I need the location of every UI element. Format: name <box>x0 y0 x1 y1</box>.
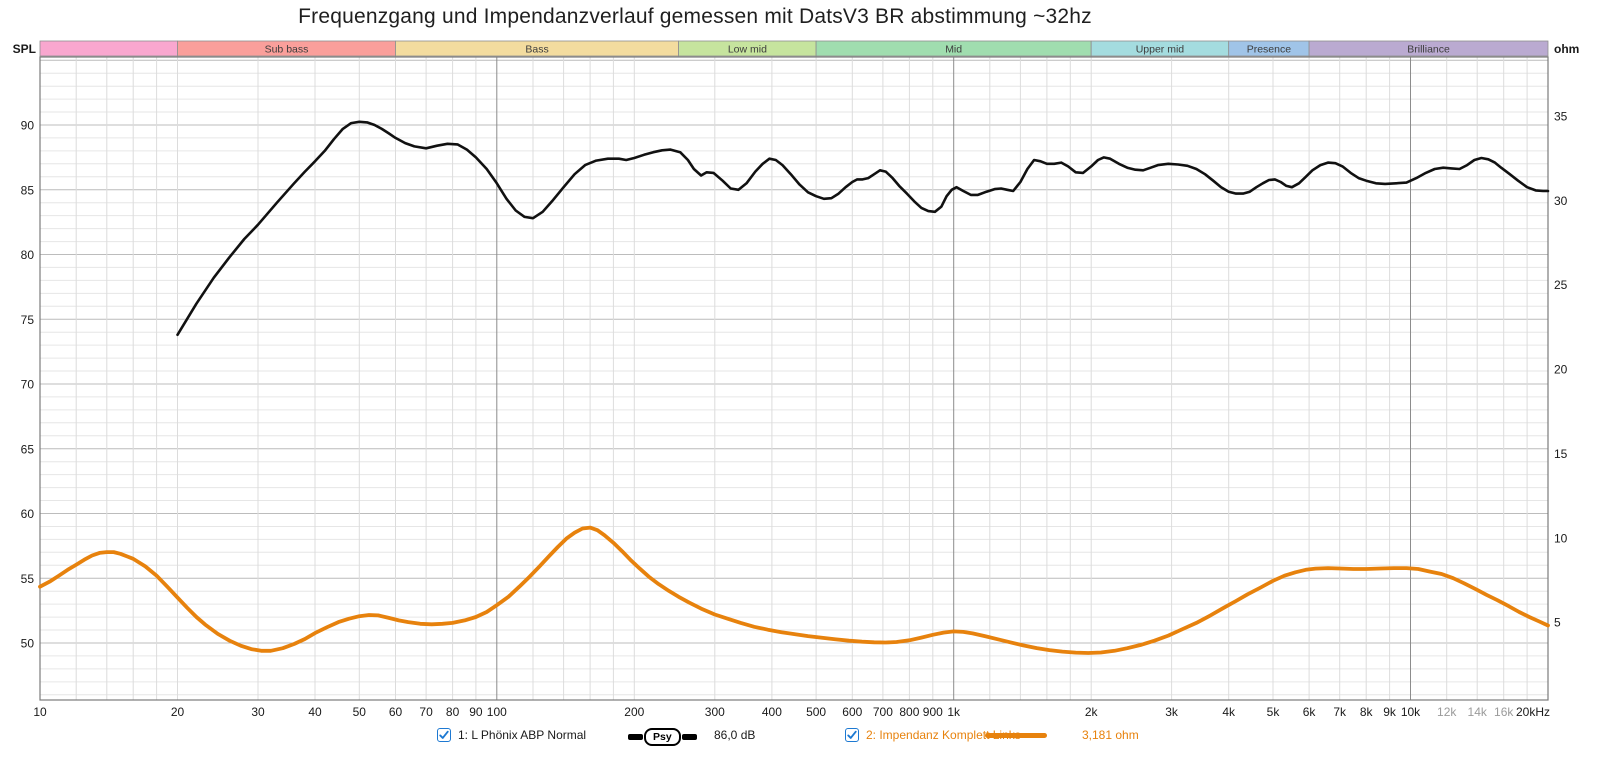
axis-labels: SPL ohm 90 85 80 75 70 65 60 55 50 35 30 25 20 15 10 5 10 2… <box>13 42 1580 719</box>
x-tick-label: 40 <box>308 705 322 719</box>
band-label: Presence <box>1247 44 1292 56</box>
y-right-tick-label: 25 <box>1554 278 1568 292</box>
x-tick-label: 10k <box>1401 705 1421 719</box>
trace2-value: 3,181 ohm <box>1082 728 1139 742</box>
y-right-tick-label: 35 <box>1554 110 1568 124</box>
psy-smoothing-marker: Psy <box>628 728 697 746</box>
frequency-bands: Sub bass Bass Low mid Mid Upper mid Presence B… <box>39 40 1549 57</box>
x-tick-label: 3k <box>1165 705 1179 719</box>
ohm-axis-label: ohm <box>1554 42 1579 56</box>
trace1-value: 86,0 dB <box>714 728 756 742</box>
band-label: Upper mid <box>1136 44 1185 56</box>
x-tick-label: 400 <box>762 705 782 719</box>
x-tick-label: 12k <box>1437 705 1457 719</box>
band-label: Bass <box>525 44 548 56</box>
y-left-tick-label: 65 <box>21 442 35 456</box>
x-tick-label: 50 <box>353 705 367 719</box>
x-tick-label: 600 <box>842 705 862 719</box>
trace2-label: 2: Impendanz Komplett Links <box>866 728 1021 742</box>
band-label: Sub bass <box>265 44 309 56</box>
y-left-tick-label: 75 <box>21 313 35 327</box>
y-left-tick-label: 85 <box>21 183 35 197</box>
y-right-tick-label: 15 <box>1554 447 1568 461</box>
x-tick-label: 7k <box>1333 705 1347 719</box>
impedance-curve <box>38 525 1550 655</box>
x-tick-label: 90 <box>469 705 483 719</box>
x-tick-label: 700 <box>873 705 893 719</box>
x-tick-label: 2k <box>1085 705 1099 719</box>
legend: 1: L Phönix ABP Normal Psy 86,0 dB 2: Im… <box>0 724 1600 754</box>
trace2-legend-item: 2: Impendanz Komplett Links <box>845 728 1021 742</box>
trace1-value-wrap: 86,0 dB <box>714 728 755 742</box>
trace2-line-swatch <box>985 733 1047 738</box>
band-label: Mid <box>945 44 962 56</box>
y-left-tick-label: 90 <box>21 119 35 133</box>
x-tick-label: 6k <box>1303 705 1317 719</box>
chart-title: Frequenzgang und Impendanzverlauf gemess… <box>298 5 1092 28</box>
x-tick-label: 80 <box>446 705 460 719</box>
x-tick-label: 16k <box>1494 705 1514 719</box>
x-tick-label: 14k <box>1468 705 1488 719</box>
trace2-checkbox[interactable] <box>845 728 859 742</box>
psy-line-left <box>628 734 643 740</box>
trace1-label: 1: L Phönix ABP Normal <box>458 728 587 742</box>
x-tick-label: 20kHz <box>1516 705 1550 719</box>
x-tick-label: 8k <box>1360 705 1374 719</box>
curves <box>38 120 1550 655</box>
y-left-tick-label: 70 <box>21 378 35 392</box>
band-segment <box>1308 40 1549 57</box>
trace1-checkbox[interactable] <box>437 728 451 742</box>
x-tick-label: 9k <box>1383 705 1397 719</box>
band-label: Low mid <box>728 44 767 56</box>
x-tick-label: 100 <box>487 705 507 719</box>
psy-line-right <box>681 734 697 740</box>
band-segment <box>39 40 178 57</box>
x-tick-label: 900 <box>923 705 943 719</box>
x-tick-label: 70 <box>419 705 433 719</box>
x-tick-label: 60 <box>389 705 403 719</box>
x-tick-label: 1k <box>947 705 961 719</box>
psy-badge: Psy <box>644 728 681 746</box>
checkmark-icon <box>847 730 857 739</box>
x-tick-label: 30 <box>251 705 265 719</box>
x-tick-label: 20 <box>171 705 185 719</box>
checkmark-icon <box>439 730 449 739</box>
x-tick-label: 200 <box>624 705 644 719</box>
y-left-tick-label: 80 <box>21 248 35 262</box>
y-right-tick-label: 20 <box>1554 363 1568 377</box>
trace1-legend-item: 1: L Phönix ABP Normal <box>437 728 586 742</box>
band-label: Brilliance <box>1407 44 1450 56</box>
y-left-tick-label: 60 <box>21 507 35 521</box>
x-tick-label: 4k <box>1222 705 1236 719</box>
x-tick-label: 10 <box>33 705 47 719</box>
spl-axis-label: SPL <box>13 42 36 56</box>
x-tick-label: 500 <box>806 705 826 719</box>
y-left-tick-label: 55 <box>21 572 35 586</box>
x-tick-label: 800 <box>899 705 919 719</box>
y-right-tick-label: 5 <box>1554 616 1561 630</box>
y-left-tick-label: 50 <box>21 637 35 651</box>
trace2-value-wrap: 3,181 ohm <box>1082 728 1139 742</box>
spl-curve <box>176 120 1550 337</box>
gridlines <box>39 56 1549 701</box>
y-right-tick-label: 30 <box>1554 194 1568 208</box>
y-right-tick-label: 10 <box>1554 531 1568 545</box>
x-tick-label: 5k <box>1267 705 1281 719</box>
x-tick-label: 300 <box>705 705 725 719</box>
